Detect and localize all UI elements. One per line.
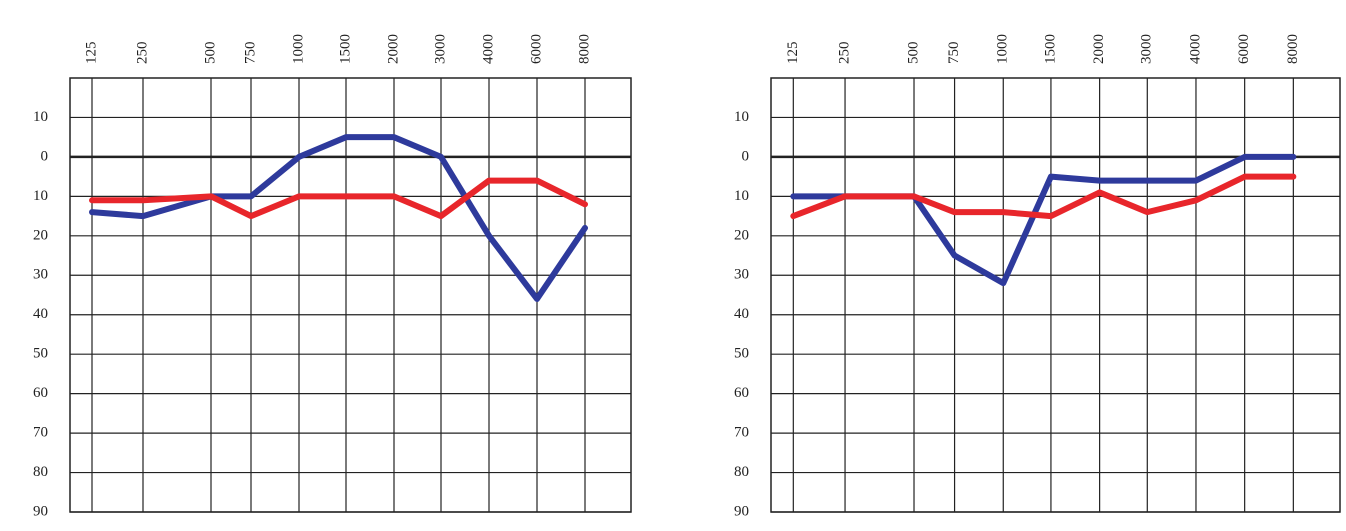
x-tick-label: 3000: [432, 34, 448, 64]
x-tick-label: 750: [946, 42, 962, 65]
y-tick-label: 50: [734, 346, 749, 362]
y-tick-label: 60: [734, 385, 749, 401]
x-tick-label: 2000: [385, 34, 401, 64]
series-line: [89, 177, 588, 220]
series-line: [790, 153, 1297, 287]
x-tick-label: 3000: [1139, 34, 1155, 64]
y-tick-label: 70: [734, 425, 749, 441]
y-tick-label: 80: [33, 464, 48, 480]
series-line: [89, 134, 588, 302]
x-tick-label: 1500: [1042, 34, 1058, 64]
y-tick-label: 20: [734, 227, 749, 243]
y-tick-label: 80: [734, 464, 749, 480]
y-tick-label: 60: [33, 385, 48, 401]
x-tick-label: 1000: [290, 34, 306, 64]
y-tick-label: 10: [734, 188, 749, 204]
y-tick-label: 0: [742, 148, 750, 164]
x-tick-label: 6000: [1236, 34, 1252, 64]
series-line: [790, 173, 1297, 220]
y-tick-label: 0: [41, 148, 49, 164]
x-tick-label: 2000: [1091, 34, 1107, 64]
y-tick-label: 90: [734, 503, 749, 519]
x-tick-label: 500: [905, 42, 921, 65]
x-tick-label: 125: [785, 42, 801, 65]
y-tick-label: 90: [33, 503, 48, 519]
x-tick-label: 1000: [995, 34, 1011, 64]
x-tick-label: 250: [836, 42, 852, 65]
x-tick-label: 4000: [1187, 34, 1203, 64]
plot-frame: [770, 77, 1341, 513]
y-tick-label: 20: [33, 227, 48, 243]
x-tick-label: 250: [134, 42, 150, 65]
y-tick-label: 30: [33, 267, 48, 283]
y-tick-label: 40: [33, 306, 48, 322]
y-tick-label: 70: [33, 425, 48, 441]
x-tick-label: 750: [242, 42, 258, 65]
plot-frame: [69, 77, 632, 513]
x-tick-label: 500: [202, 42, 218, 65]
x-tick-label: 4000: [480, 34, 496, 64]
x-tick-label: 125: [83, 42, 99, 65]
y-tick-label: 10: [33, 188, 48, 204]
y-tick-label: 10: [734, 109, 749, 125]
x-tick-label: 6000: [528, 34, 544, 64]
y-tick-label: 40: [734, 306, 749, 322]
x-tick-label: 1500: [337, 34, 353, 64]
x-tick-label: 8000: [576, 34, 592, 64]
y-tick-label: 50: [33, 346, 48, 362]
x-tick-label: 8000: [1285, 34, 1301, 64]
y-tick-label: 10: [33, 109, 48, 125]
y-tick-label: 30: [734, 267, 749, 283]
